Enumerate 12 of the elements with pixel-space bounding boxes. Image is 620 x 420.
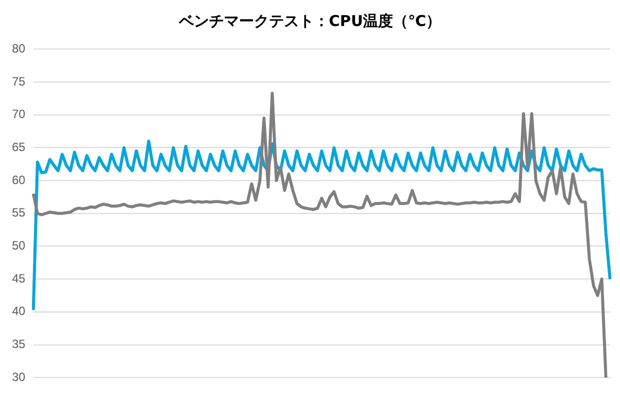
chart-title: ベンチマークテスト：CPU温度（℃）	[178, 11, 442, 32]
y-tick-label: 40	[12, 304, 26, 318]
y-tick-label: 80	[12, 42, 26, 56]
y-tick-label: 30	[12, 370, 26, 384]
y-tick-label: 35	[12, 337, 26, 352]
y-tick-label: 55	[12, 206, 26, 220]
y-tick-label: 50	[12, 238, 26, 253]
y-tick-label: 65	[12, 140, 26, 154]
y-tick-label: 70	[12, 107, 26, 122]
y-tick-label: 60	[12, 172, 26, 187]
y-tick-label: 75	[12, 74, 26, 88]
y-tick-label: 45	[12, 271, 26, 286]
